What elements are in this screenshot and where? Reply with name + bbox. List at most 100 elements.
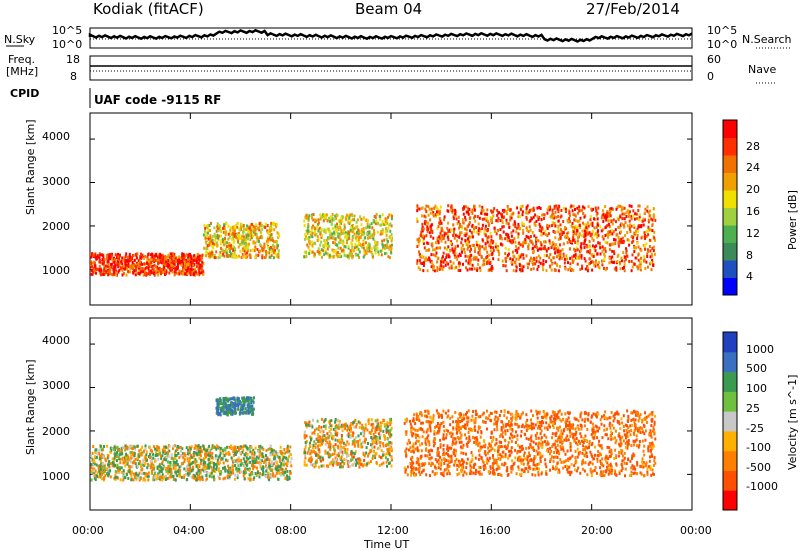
data-cell [356,218,359,222]
data-cell [200,269,203,273]
data-cell [355,458,357,462]
data-cell [473,216,475,220]
data-cell [153,273,156,277]
data-cell [168,467,171,471]
data-cell [435,251,438,255]
data-cell [167,454,170,458]
data-cell [341,438,344,442]
data-cell [364,236,367,240]
data-cell [274,459,277,463]
data-cell [423,258,426,262]
data-cell [572,236,575,240]
data-cell [108,272,111,276]
data-cell [387,246,390,250]
data-cell [457,262,460,265]
data-cell [234,402,237,406]
data-cell [258,224,261,228]
data-cell [183,257,186,261]
data-cell [564,235,566,239]
data-cell [193,477,196,481]
data-cell [387,226,390,230]
data-cell [617,235,620,239]
data-cell [422,255,425,259]
data-cell [160,254,163,258]
data-cell [387,215,390,219]
data-cell [215,465,218,469]
data-cell [166,467,169,470]
data-cell [612,261,615,264]
data-cell [188,468,191,472]
data-cell [167,464,170,468]
data-cell [156,474,159,478]
data-cell [358,425,361,429]
data-cell [234,445,237,449]
data-cell [239,447,242,450]
data-cell [182,262,184,266]
data-cell [595,225,598,229]
data-cell [132,478,135,482]
data-cell [226,398,229,402]
data-cell [589,257,592,261]
data-cell [450,264,453,268]
data-cell [267,447,270,451]
data-cell [519,227,522,231]
data-cell [644,267,647,270]
data-cell [550,268,553,272]
data-cell [259,453,262,457]
data-cell [203,469,206,473]
data-cell [110,253,113,257]
data-cell [357,247,360,251]
data-cell [124,261,127,265]
data-cell [134,447,137,451]
data-cell [540,218,543,222]
data-cell [123,457,125,461]
data-cell [236,255,239,259]
data-cell [536,267,539,271]
data-cell [390,239,393,243]
data-cell [242,230,245,234]
data-cell [623,259,626,263]
data-cell [229,406,232,410]
data-cell [341,231,343,235]
data-cell [232,254,235,257]
data-cell [228,242,231,245]
data-cell [190,469,193,473]
data-cell [249,255,252,259]
data-cell [543,245,546,248]
data-cell [277,249,280,253]
data-cell [416,209,419,213]
data-cell [271,468,274,472]
data-cell [206,234,209,238]
data-cell [259,444,262,448]
data-cell [222,405,225,409]
data-cell [652,213,655,217]
data-cell [425,249,428,252]
data-cell [336,222,338,226]
data-cell [566,232,569,236]
data-cell [214,239,217,243]
data-cell [428,207,431,211]
data-cell [237,458,240,462]
data-cell [524,238,527,242]
data-cell [121,256,124,260]
data-cell [262,469,265,473]
data-cell [450,242,453,246]
data-cell [553,214,556,218]
data-cell [419,234,422,237]
data-cell [477,251,480,255]
data-cell [615,266,618,270]
data-cell [571,258,574,262]
data-cell [390,217,393,221]
data-cell [510,216,513,220]
data-cell [231,225,234,229]
data-cell [141,262,144,266]
beam-title: Beam 04 [355,0,423,18]
data-cell [525,254,528,258]
data-cell [448,228,451,232]
data-cell [176,474,179,478]
data-cell [160,268,163,271]
data-cell [542,213,545,217]
data-cell [205,251,208,254]
data-cell [203,246,206,250]
data-cell [93,469,96,473]
